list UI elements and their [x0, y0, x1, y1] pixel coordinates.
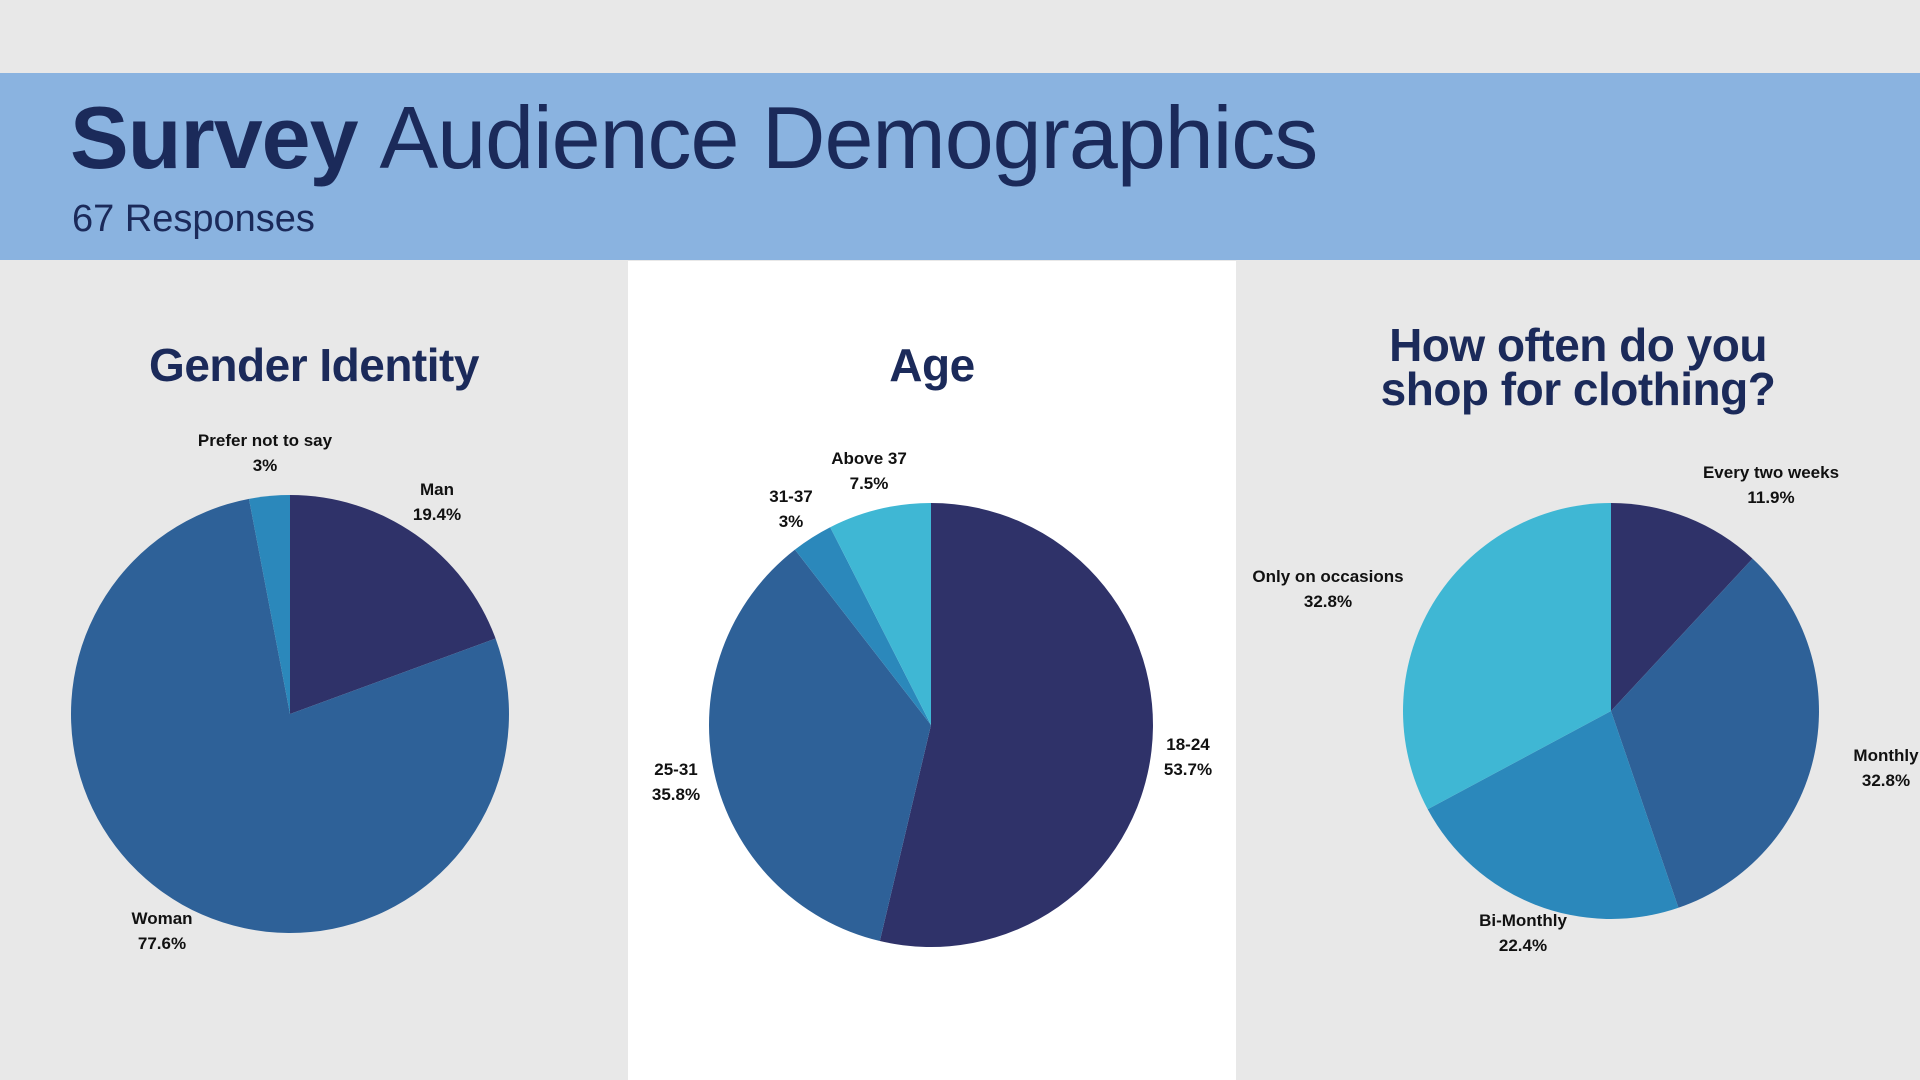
shopping-panel: How often do you shop for clothing? Ever… [1236, 261, 1920, 1080]
slice-value-18-24: 53.7% [1164, 760, 1212, 779]
slice-label-man: Man [420, 480, 454, 499]
slice-label-every-two-weeks: Every two weeks [1703, 463, 1839, 482]
slice-value-only-on-occasions: 32.8% [1304, 592, 1352, 611]
slice-value-31-37: 3% [779, 512, 804, 531]
slice-value-bi-monthly: 22.4% [1499, 936, 1547, 955]
pie-slice-18-24 [879, 503, 1153, 947]
page-title-rest: Audience Demographics [379, 88, 1319, 187]
age-panel: Age 18-24 53.7% 25-31 35.8% 31-37 3% Above 37 7… [628, 261, 1236, 1080]
slice-label-only-on-occasions: Only on occasions [1252, 567, 1403, 586]
header-banner [0, 73, 1920, 260]
page-title: Survey Audience Demographics [70, 88, 1319, 188]
slice-label-prefer-not-to-say: Prefer not to say [198, 431, 333, 450]
pie-slice-prefer-not-to-say [248, 495, 290, 714]
pie-slice-woman [70, 498, 509, 934]
slice-value-man: 19.4% [413, 505, 461, 524]
slice-value-monthly: 32.8% [1862, 771, 1910, 790]
gender-pie-chart: Man 19.4% Woman 77.6% Prefer not to say 3% [70, 431, 509, 953]
slice-label-31-37: 31-37 [769, 487, 812, 506]
shopping-chart-title: How often do you shop for clothing? [1236, 319, 1920, 415]
slice-value-woman: 77.6% [138, 934, 186, 953]
slice-value-every-two-weeks: 11.9% [1747, 488, 1794, 507]
pie-slice-bi-monthly [1427, 711, 1679, 919]
shopping-chart-title-line-1: How often do you [1389, 319, 1767, 371]
response-count: 67 Responses [72, 198, 315, 240]
pie-slice-every-two-weeks [1611, 503, 1753, 711]
pie-slice-31-37 [794, 527, 931, 725]
pie-slice-man [290, 495, 496, 714]
slice-label-monthly: Monthly [1853, 746, 1919, 765]
page-title-bold: Survey [70, 88, 359, 187]
slice-label-bi-monthly: Bi-Monthly [1479, 911, 1567, 930]
slice-label-18-24: 18-24 [1166, 735, 1210, 754]
slice-value-25-31: 35.8% [652, 785, 700, 804]
slice-value-above-37: 7.5% [850, 474, 889, 493]
pie-slice-monthly [1611, 558, 1819, 908]
slice-label-25-31: 25-31 [654, 760, 697, 779]
pie-slice-above-37 [830, 503, 931, 725]
pie-slice-25-31 [708, 549, 931, 942]
shopping-chart-title-line-2: shop for clothing? [1380, 363, 1776, 415]
slice-label-woman: Woman [131, 909, 192, 928]
age-pie-chart: 18-24 53.7% 25-31 35.8% 31-37 3% Above 37 7.5% [652, 449, 1212, 947]
gender-panel: Gender Identity Man 19.4% Woman 77.6% Prefer… [0, 261, 628, 1080]
gender-chart-title: Gender Identity [149, 339, 479, 391]
shopping-pie-chart: Every two weeks 11.9% Monthly 32.8% Bi-Month… [1252, 463, 1919, 955]
slice-label-above-37: Above 37 [831, 449, 907, 468]
slice-value-prefer-not-to-say: 3% [253, 456, 278, 475]
pie-slice-only-on-occasions [1403, 503, 1611, 810]
age-chart-title: Age [889, 339, 975, 391]
